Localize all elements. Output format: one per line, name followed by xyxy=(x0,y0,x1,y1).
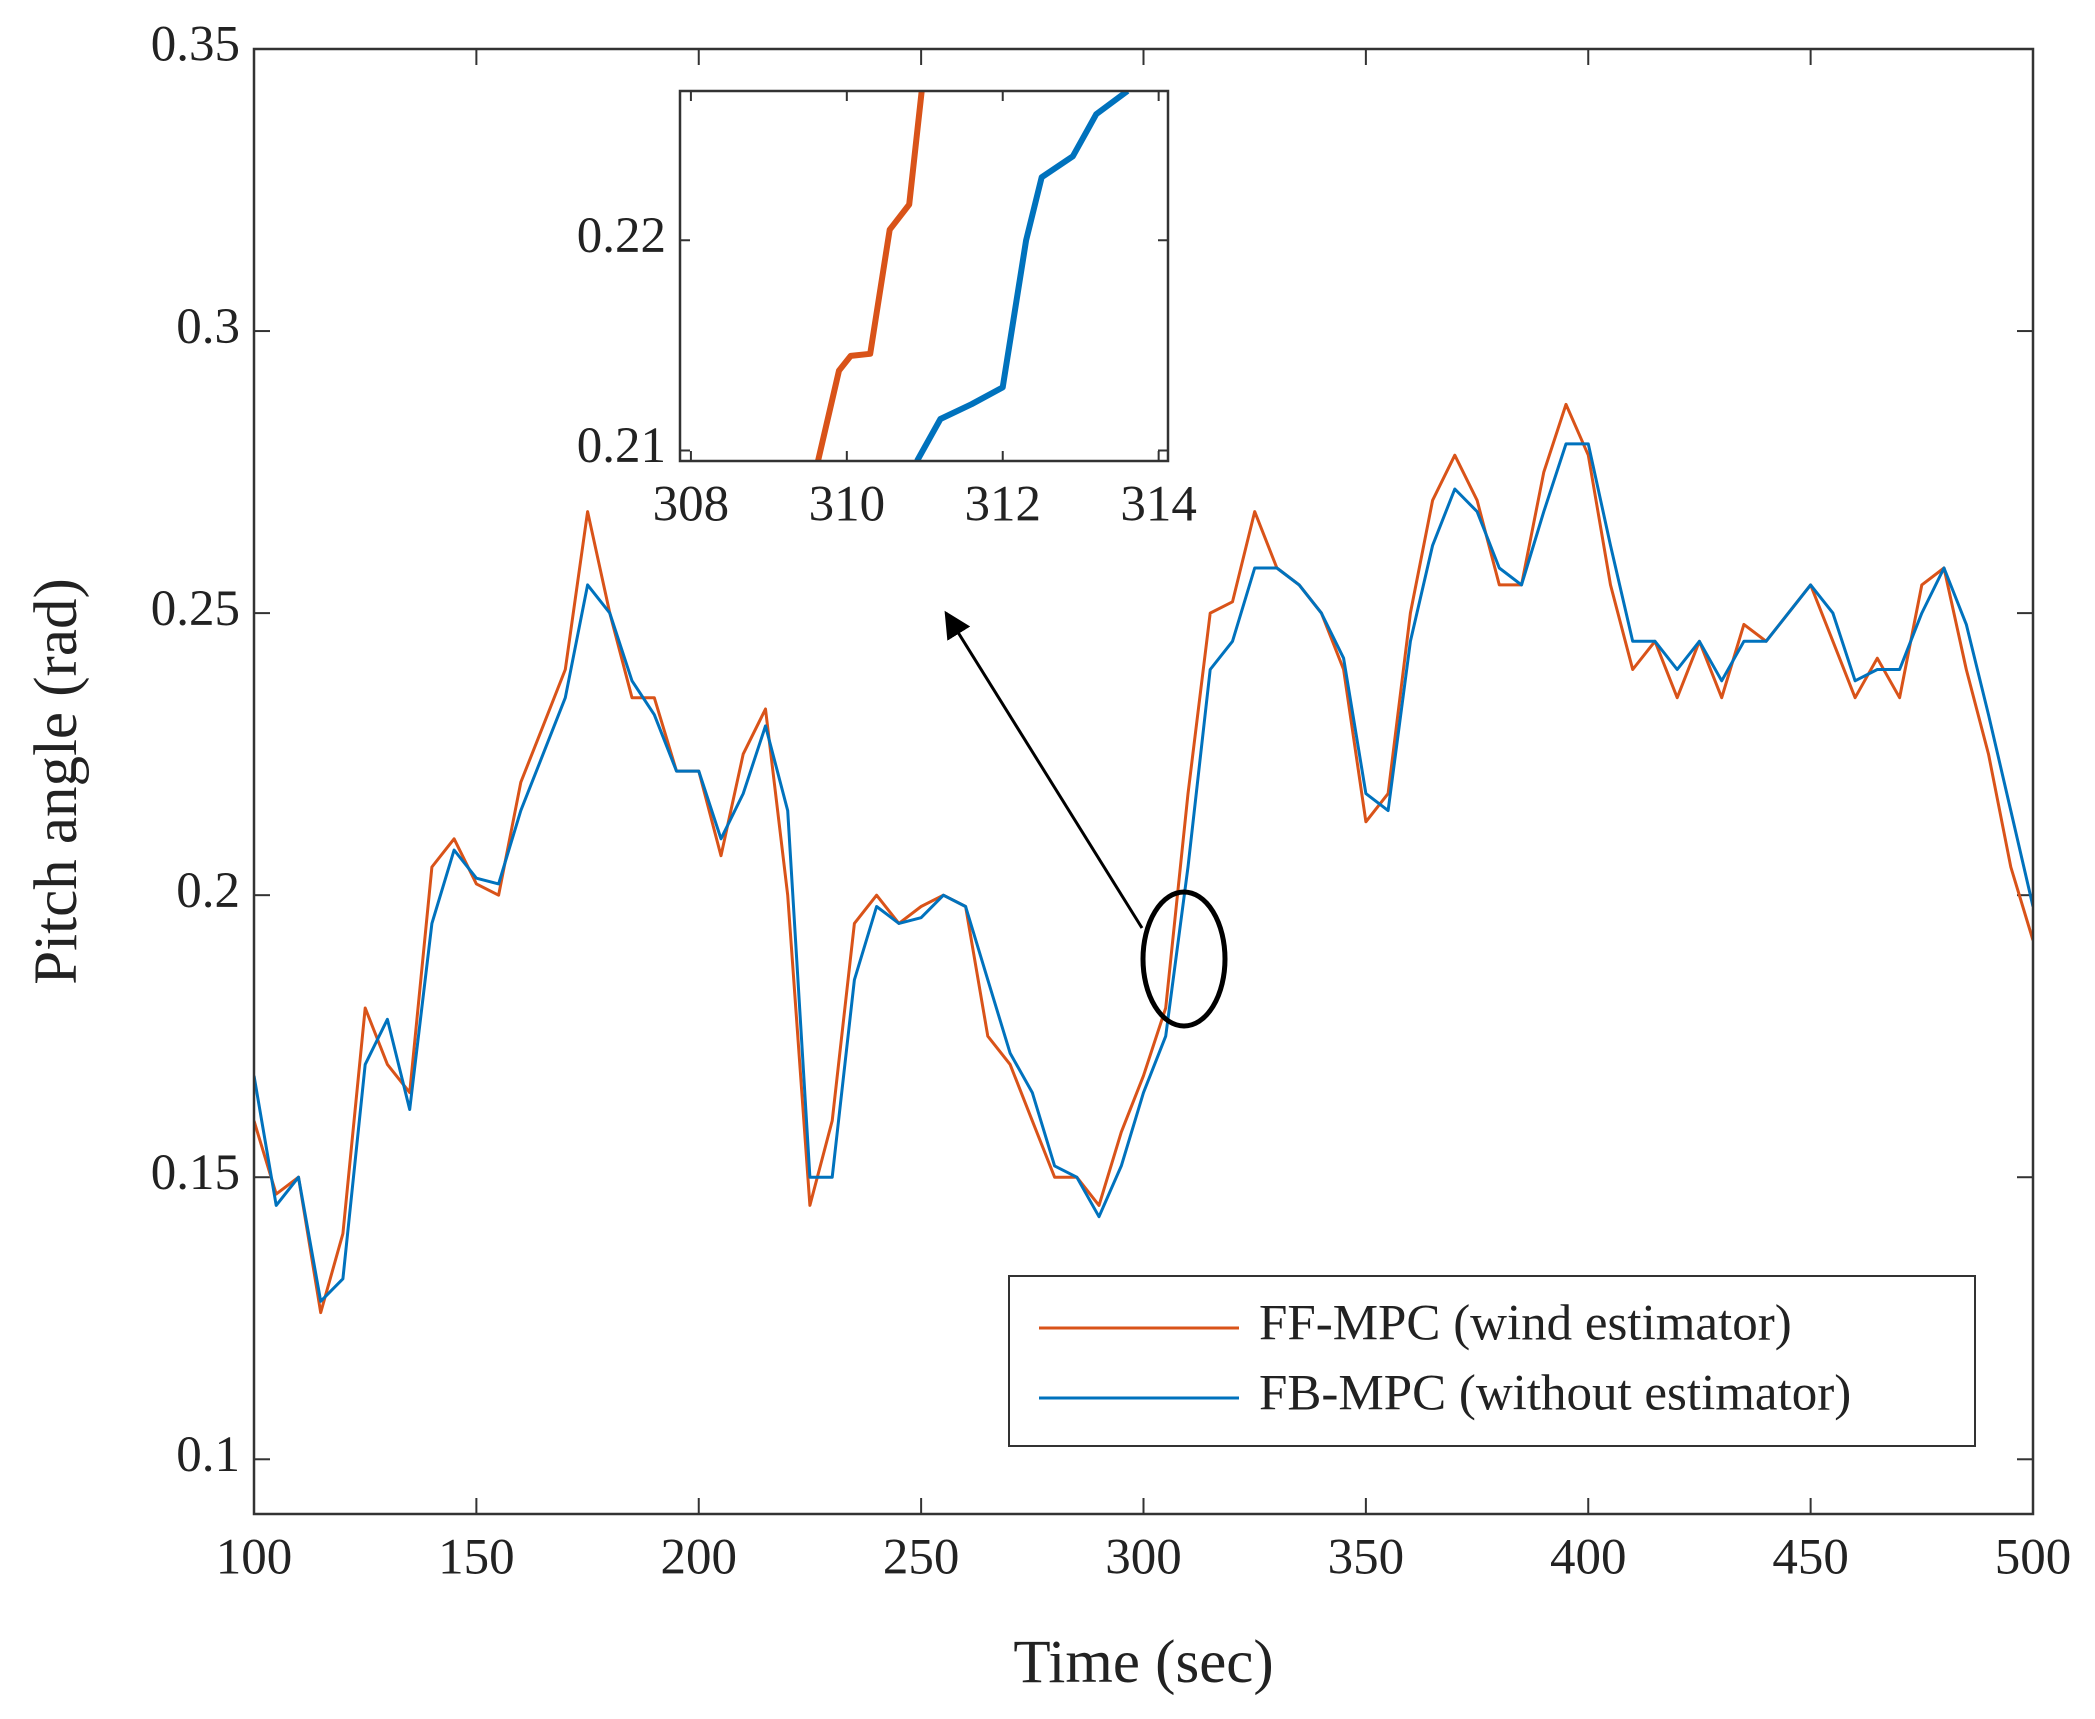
legend-label: FB-MPC (without estimator) xyxy=(1259,1366,1851,1422)
x-tick-label: 350 xyxy=(1328,1530,1405,1586)
series-line xyxy=(254,402,2033,1315)
y-tick-label: 0.1 xyxy=(176,1427,240,1483)
series-line xyxy=(815,91,925,461)
x-tick-label: 308 xyxy=(653,477,730,533)
y-tick-label: 0.3 xyxy=(176,299,240,355)
x-tick-label: 200 xyxy=(661,1530,738,1586)
y-tick-label: 0.22 xyxy=(577,208,666,264)
x-tick-label: 100 xyxy=(216,1530,293,1586)
y-tick-label: 0.21 xyxy=(577,418,666,474)
zoom-arrow xyxy=(944,610,1144,929)
x-tick-label: 450 xyxy=(1772,1530,1849,1586)
series-line xyxy=(254,442,2033,1303)
axes-box xyxy=(252,47,2035,1516)
axes-box xyxy=(678,89,1170,463)
y-tick-label: 0.35 xyxy=(151,17,240,73)
inset-plot: 308 310 312 314 0.21 0.22 xyxy=(577,89,1197,533)
y-tick-label: 0.2 xyxy=(176,863,240,919)
x-tick-label: 400 xyxy=(1550,1530,1627,1586)
y-tick-label: 0.15 xyxy=(151,1145,240,1201)
x-tick-label: 500 xyxy=(1995,1530,2072,1586)
x-tick-label: 312 xyxy=(964,477,1041,533)
legend-box xyxy=(1008,1275,1976,1447)
series-group xyxy=(254,402,2033,1315)
series-line xyxy=(914,91,1130,461)
highlight-ellipse xyxy=(1140,889,1228,1029)
x-tick-label: 314 xyxy=(1120,477,1197,533)
legend-label: FF-MPC (wind estimator) xyxy=(1259,1296,1792,1352)
x-tick-label: 300 xyxy=(1105,1530,1182,1586)
series-group xyxy=(815,91,1130,461)
y-axis-label: Pitch angle (rad) xyxy=(23,578,90,985)
x-tick-label: 150 xyxy=(438,1530,515,1586)
x-tick-label: 310 xyxy=(809,477,886,533)
x-axis-label: Time (sec) xyxy=(1013,1629,1273,1696)
plot-area xyxy=(680,91,1168,461)
x-tick-label: 250 xyxy=(883,1530,960,1586)
y-tick-label: 0.25 xyxy=(151,581,240,637)
